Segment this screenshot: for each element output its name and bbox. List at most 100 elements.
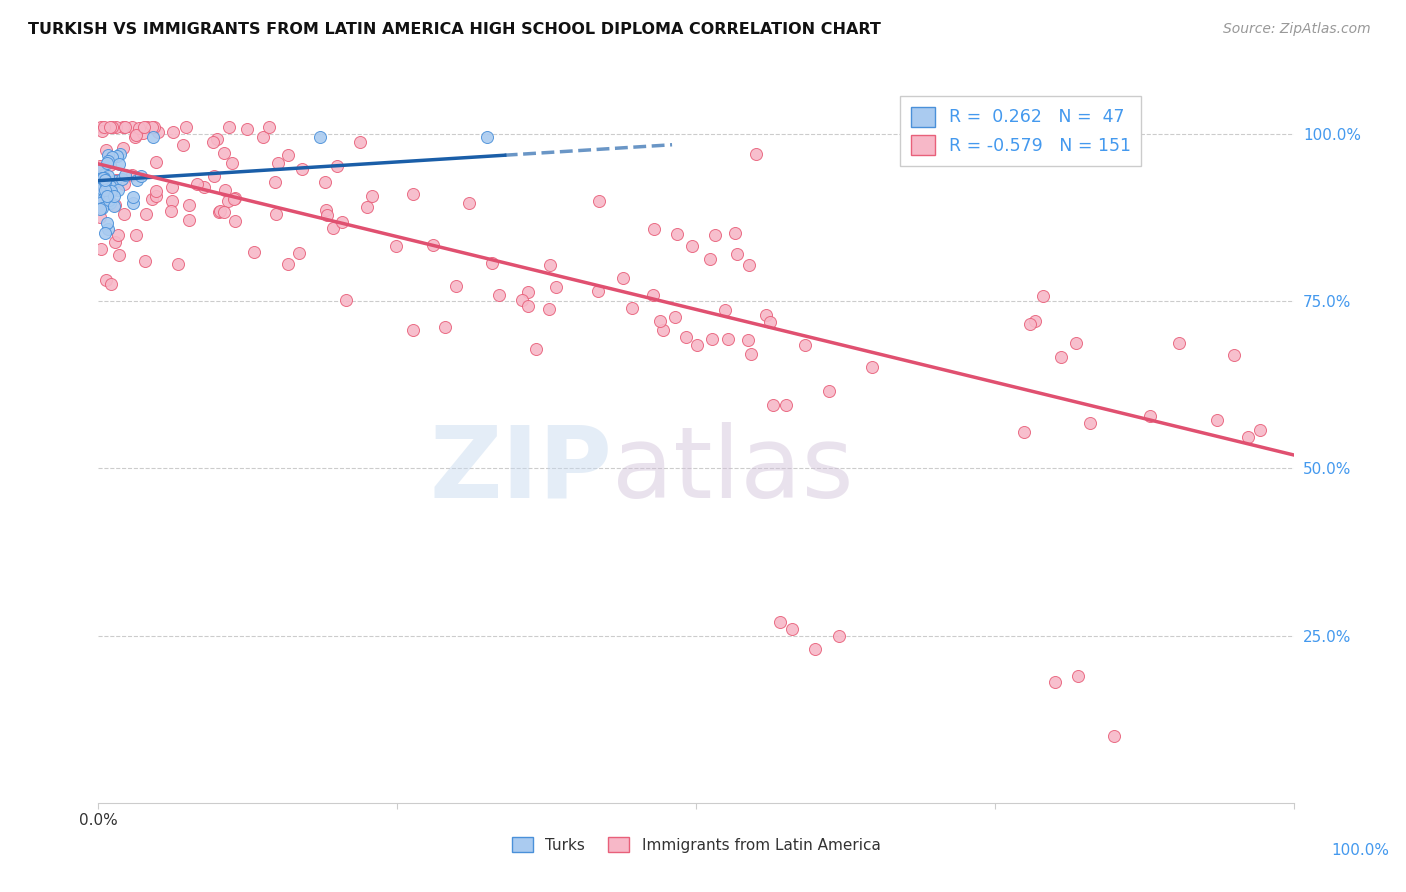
Point [160, 194, 183, 209]
Text: ZIP: ZIP [429, 422, 613, 519]
Point [162, 125, 184, 139]
Point [641, 288, 664, 302]
Point [91, 171, 114, 186]
Point [1043, 675, 1066, 690]
Point [221, 156, 243, 170]
Point [90, 124, 112, 138]
Point [444, 279, 467, 293]
Point [132, 120, 155, 135]
Point [242, 245, 264, 260]
Point [172, 138, 194, 153]
Point [612, 271, 634, 285]
Point [537, 302, 560, 317]
Point [94, 173, 117, 187]
Point [588, 194, 610, 208]
Point [277, 148, 299, 162]
Point [104, 198, 127, 212]
Point [94, 273, 117, 287]
Point [94, 186, 117, 201]
Point [145, 184, 167, 198]
Point [817, 384, 839, 399]
Point [356, 200, 378, 214]
Point [128, 120, 150, 135]
Point [89, 159, 111, 173]
Point [89, 194, 111, 208]
Point [89, 202, 111, 216]
Point [1019, 317, 1042, 331]
Point [193, 180, 215, 194]
Point [108, 248, 131, 262]
Point [828, 628, 851, 642]
Point [111, 172, 134, 186]
Point [1139, 409, 1161, 423]
Point [104, 175, 127, 189]
Point [326, 159, 349, 173]
Point [702, 332, 724, 346]
Point [768, 615, 790, 630]
Point [524, 342, 547, 356]
Point [737, 258, 759, 272]
Point [148, 125, 170, 139]
Point [167, 257, 190, 271]
Point [112, 120, 135, 135]
Point [780, 622, 803, 636]
Point [121, 120, 143, 135]
Point [145, 189, 167, 203]
Point [544, 280, 567, 294]
Point [122, 196, 145, 211]
Point [252, 129, 274, 144]
Point [288, 246, 311, 260]
Point [96, 181, 118, 195]
Point [160, 203, 183, 218]
Point [179, 212, 201, 227]
Point [1168, 336, 1191, 351]
Point [108, 157, 131, 171]
Point [402, 187, 425, 202]
Point [94, 143, 117, 157]
Point [104, 235, 127, 250]
Point [121, 169, 143, 183]
Point [666, 227, 689, 241]
Point [643, 221, 665, 235]
Point [1206, 412, 1229, 426]
Point [314, 175, 336, 189]
Point [100, 185, 122, 199]
Point [315, 208, 337, 222]
Text: TURKISH VS IMMIGRANTS FROM LATIN AMERICA HIGH SCHOOL DIPLOMA CORRELATION CHART: TURKISH VS IMMIGRANTS FROM LATIN AMERICA… [28, 22, 882, 37]
Point [143, 120, 166, 135]
Point [1078, 416, 1101, 430]
Point [94, 175, 117, 189]
Point [433, 320, 456, 334]
Point [125, 128, 148, 142]
Point [97, 221, 120, 235]
Point [135, 207, 157, 221]
Point [681, 239, 703, 253]
Point [97, 169, 120, 183]
Point [112, 178, 135, 192]
Point [104, 120, 127, 135]
Point [1024, 314, 1046, 328]
Point [675, 330, 697, 344]
Point [264, 175, 287, 189]
Text: atlas: atlas [613, 422, 853, 519]
Point [475, 130, 498, 145]
Point [401, 323, 423, 337]
Point [291, 161, 314, 176]
Point [308, 130, 330, 145]
Point [703, 227, 725, 242]
Point [114, 168, 136, 182]
Point [1104, 729, 1126, 743]
Point [724, 226, 747, 240]
Point [481, 256, 503, 270]
Point [98, 158, 121, 172]
Point [91, 168, 114, 182]
Point [538, 258, 561, 272]
Point [103, 199, 125, 213]
Point [335, 293, 357, 308]
Point [96, 188, 118, 202]
Point [134, 253, 156, 268]
Point [648, 314, 671, 328]
Point [349, 135, 371, 149]
Point [96, 216, 118, 230]
Point [267, 156, 290, 170]
